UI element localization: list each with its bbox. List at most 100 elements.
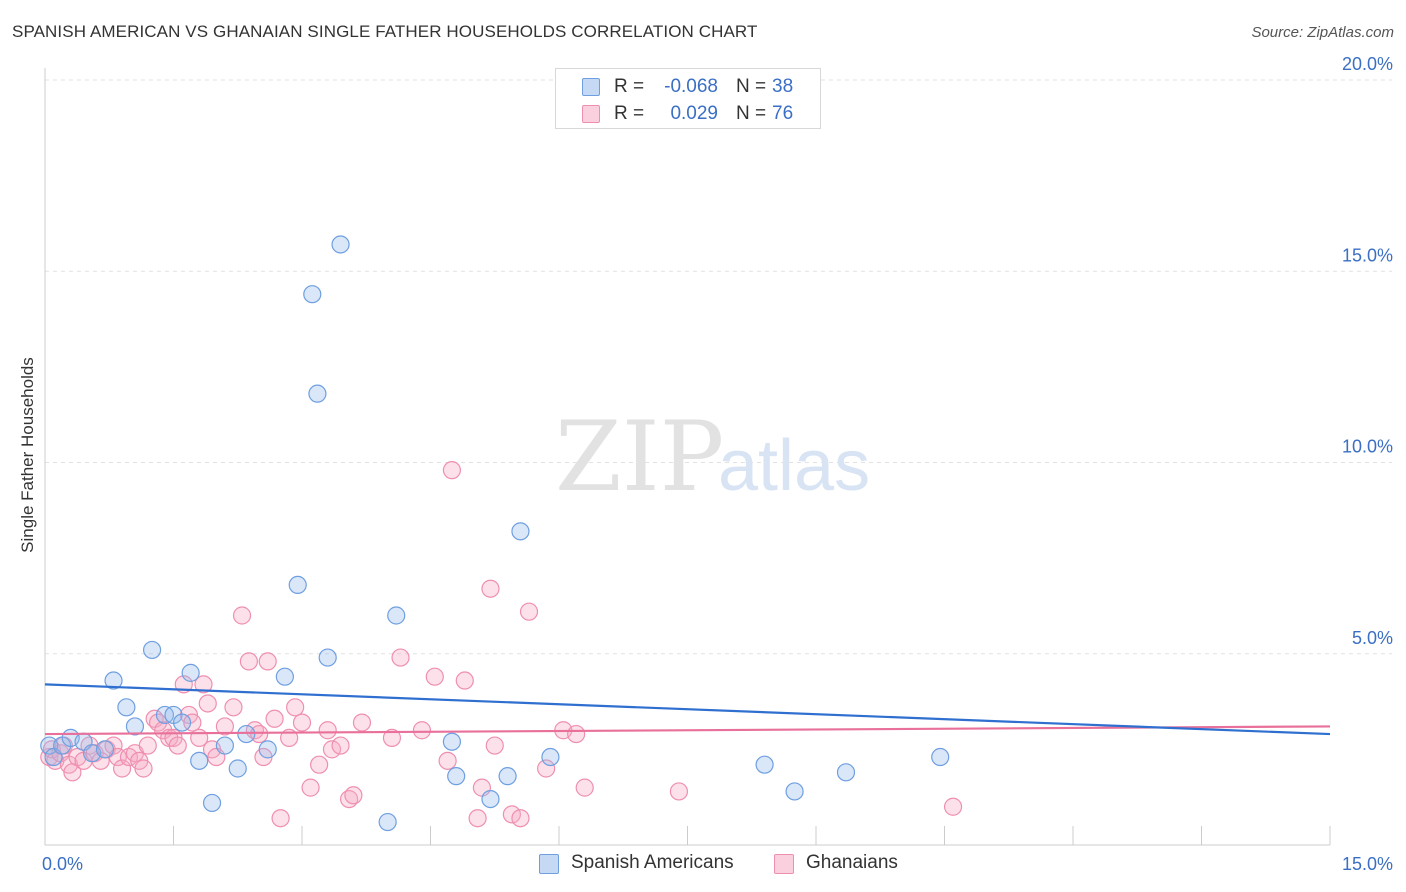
legend-r-value: 0.029 <box>670 103 718 124</box>
spanish-american-point <box>172 713 192 732</box>
grid-lines <box>45 79 1392 655</box>
spanish-american-point <box>202 793 222 813</box>
ghanaian-points <box>40 461 963 828</box>
legend-n-label: N = <box>736 76 767 97</box>
ghanaian-point <box>112 759 132 778</box>
ghanaian-point <box>468 809 487 828</box>
correlation-legend: R = -0.068 N = 38 R = 0.029 N = 76 <box>555 68 821 129</box>
ghanaian-point <box>391 648 410 667</box>
spanish-american-point <box>511 522 530 541</box>
spanish-american-point <box>117 698 136 717</box>
ghanaian-point <box>198 694 217 713</box>
spanish-american-point <box>181 663 200 682</box>
spanish-american-point <box>541 747 560 767</box>
watermark-atlas: atlas <box>718 426 870 506</box>
y-tick-label: 20.0% <box>1342 54 1393 74</box>
spanish-american-point <box>237 724 256 744</box>
ghanaian-point <box>537 759 556 778</box>
ghanaian-point <box>511 809 530 828</box>
source-label: Source: ZipAtlas.com <box>1251 24 1394 41</box>
spanish-american-point <box>142 640 162 660</box>
legend-swatch-ghanaian <box>582 105 600 123</box>
spanish-american-point <box>447 767 466 786</box>
ghanaian-point <box>265 709 284 728</box>
watermark-zip: ZIP <box>555 401 724 513</box>
y-axis-title: Single Father Households <box>18 357 37 553</box>
spanish-american-point <box>836 763 856 782</box>
ghanaian-point <box>669 782 689 801</box>
ghanaian-point <box>104 736 123 755</box>
spanish-american-point <box>303 285 322 304</box>
legend-n-label: N = <box>736 103 767 124</box>
ghanaian-point <box>301 778 320 797</box>
ghanaian-point <box>425 667 444 686</box>
watermark: ZIP atlas <box>555 401 870 513</box>
spanish-american-point <box>481 789 500 809</box>
ghanaian-point <box>310 755 329 774</box>
spanish-american-point <box>228 759 247 778</box>
ghanaian-point <box>250 724 269 744</box>
legend-swatch-ghanaian <box>774 854 794 874</box>
tick-labels: 5.0% 10.0% 15.0% 20.0% 0.0% 15.0% <box>42 54 1393 874</box>
ghanaian-point <box>215 717 234 736</box>
spanish-american-point <box>275 667 294 686</box>
trend-lines <box>44 683 1331 736</box>
ghanaian-point <box>258 652 277 671</box>
ghanaian-point <box>134 759 153 778</box>
legend-r-label: R = <box>614 103 645 124</box>
ghanaian-point <box>519 602 539 621</box>
spanish-american-point <box>308 384 327 403</box>
chart-title: SPANISH AMERICAN VS GHANAIAN SINGLE FATH… <box>12 22 758 41</box>
y-tick-label: 10.0% <box>1342 437 1393 457</box>
x-tick-label: 15.0% <box>1342 854 1393 874</box>
ghanaian-point <box>318 721 337 740</box>
spanish-american-point <box>215 736 234 755</box>
ghanaian-point <box>352 713 372 732</box>
spanish-american-point <box>95 740 115 759</box>
ghanaian-point <box>575 778 594 797</box>
legend-label-ghanaian: Ghanaians <box>806 852 898 873</box>
ghanaian-point <box>412 721 432 740</box>
legend-n-value: 38 <box>772 76 794 97</box>
ghanaian-point <box>322 740 342 759</box>
spanish-american-point <box>498 767 517 786</box>
legend-label-spanish: Spanish Americans <box>571 852 734 873</box>
spanish-american-point <box>190 751 209 770</box>
ghanaian-point <box>567 724 586 744</box>
legend-r-label: R = <box>614 76 645 97</box>
spanish-american-point <box>442 732 462 751</box>
spanish-american-point <box>785 782 804 801</box>
spanish-american-point <box>125 717 145 736</box>
ghanaian-point <box>481 579 500 598</box>
spanish-american-point <box>318 648 337 667</box>
ghanaian-point <box>168 736 187 755</box>
spanish-american-trend-line <box>44 683 1331 736</box>
ghanaian-point <box>331 736 350 755</box>
spanish-american-point <box>288 575 307 595</box>
ghanaian-point <box>438 751 457 770</box>
ghanaian-point <box>455 671 474 690</box>
legend-swatch-spanish <box>582 78 600 96</box>
legend-row-spanish: R = -0.068 N = 38 <box>556 74 820 100</box>
y-tick-label: 15.0% <box>1342 245 1393 265</box>
ghanaian-point <box>943 797 963 816</box>
legend-n-value: 76 <box>772 103 794 124</box>
ghanaian-trend-line <box>44 725 1331 736</box>
legend-r-value: -0.068 <box>664 76 718 97</box>
ghanaian-point <box>239 652 258 671</box>
ghanaian-point <box>442 461 462 480</box>
ghanaian-point <box>485 736 504 755</box>
spanish-american-point <box>258 740 277 759</box>
x-tick-label: 0.0% <box>42 854 83 874</box>
ghanaian-point <box>138 736 157 755</box>
ghanaian-point <box>292 713 312 732</box>
ghanaian-point <box>271 809 290 828</box>
ghanaian-point <box>232 606 252 625</box>
ghanaian-point <box>286 698 305 717</box>
y-tick-label: 5.0% <box>1352 628 1393 648</box>
spanish-american-point <box>931 747 950 767</box>
ghanaian-point <box>224 698 243 717</box>
spanish-american-point <box>104 671 123 690</box>
spanish-american-points <box>40 235 950 832</box>
